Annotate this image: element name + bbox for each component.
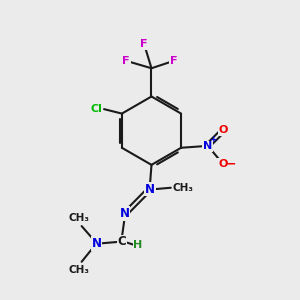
Text: N: N xyxy=(120,207,130,220)
Text: CH₃: CH₃ xyxy=(68,213,89,223)
Text: F: F xyxy=(122,56,130,66)
Text: C: C xyxy=(117,235,126,248)
Text: N: N xyxy=(145,183,155,196)
Text: N: N xyxy=(202,141,212,151)
Text: CH₃: CH₃ xyxy=(68,265,89,275)
Text: F: F xyxy=(140,39,148,49)
Text: N: N xyxy=(92,237,101,250)
Text: Cl: Cl xyxy=(91,104,103,114)
Text: O: O xyxy=(218,158,227,169)
Text: H: H xyxy=(134,240,143,250)
Text: +: + xyxy=(210,135,218,144)
Text: F: F xyxy=(170,56,178,66)
Text: O: O xyxy=(219,125,228,135)
Text: CH₃: CH₃ xyxy=(172,183,193,193)
Text: −: − xyxy=(226,157,236,170)
